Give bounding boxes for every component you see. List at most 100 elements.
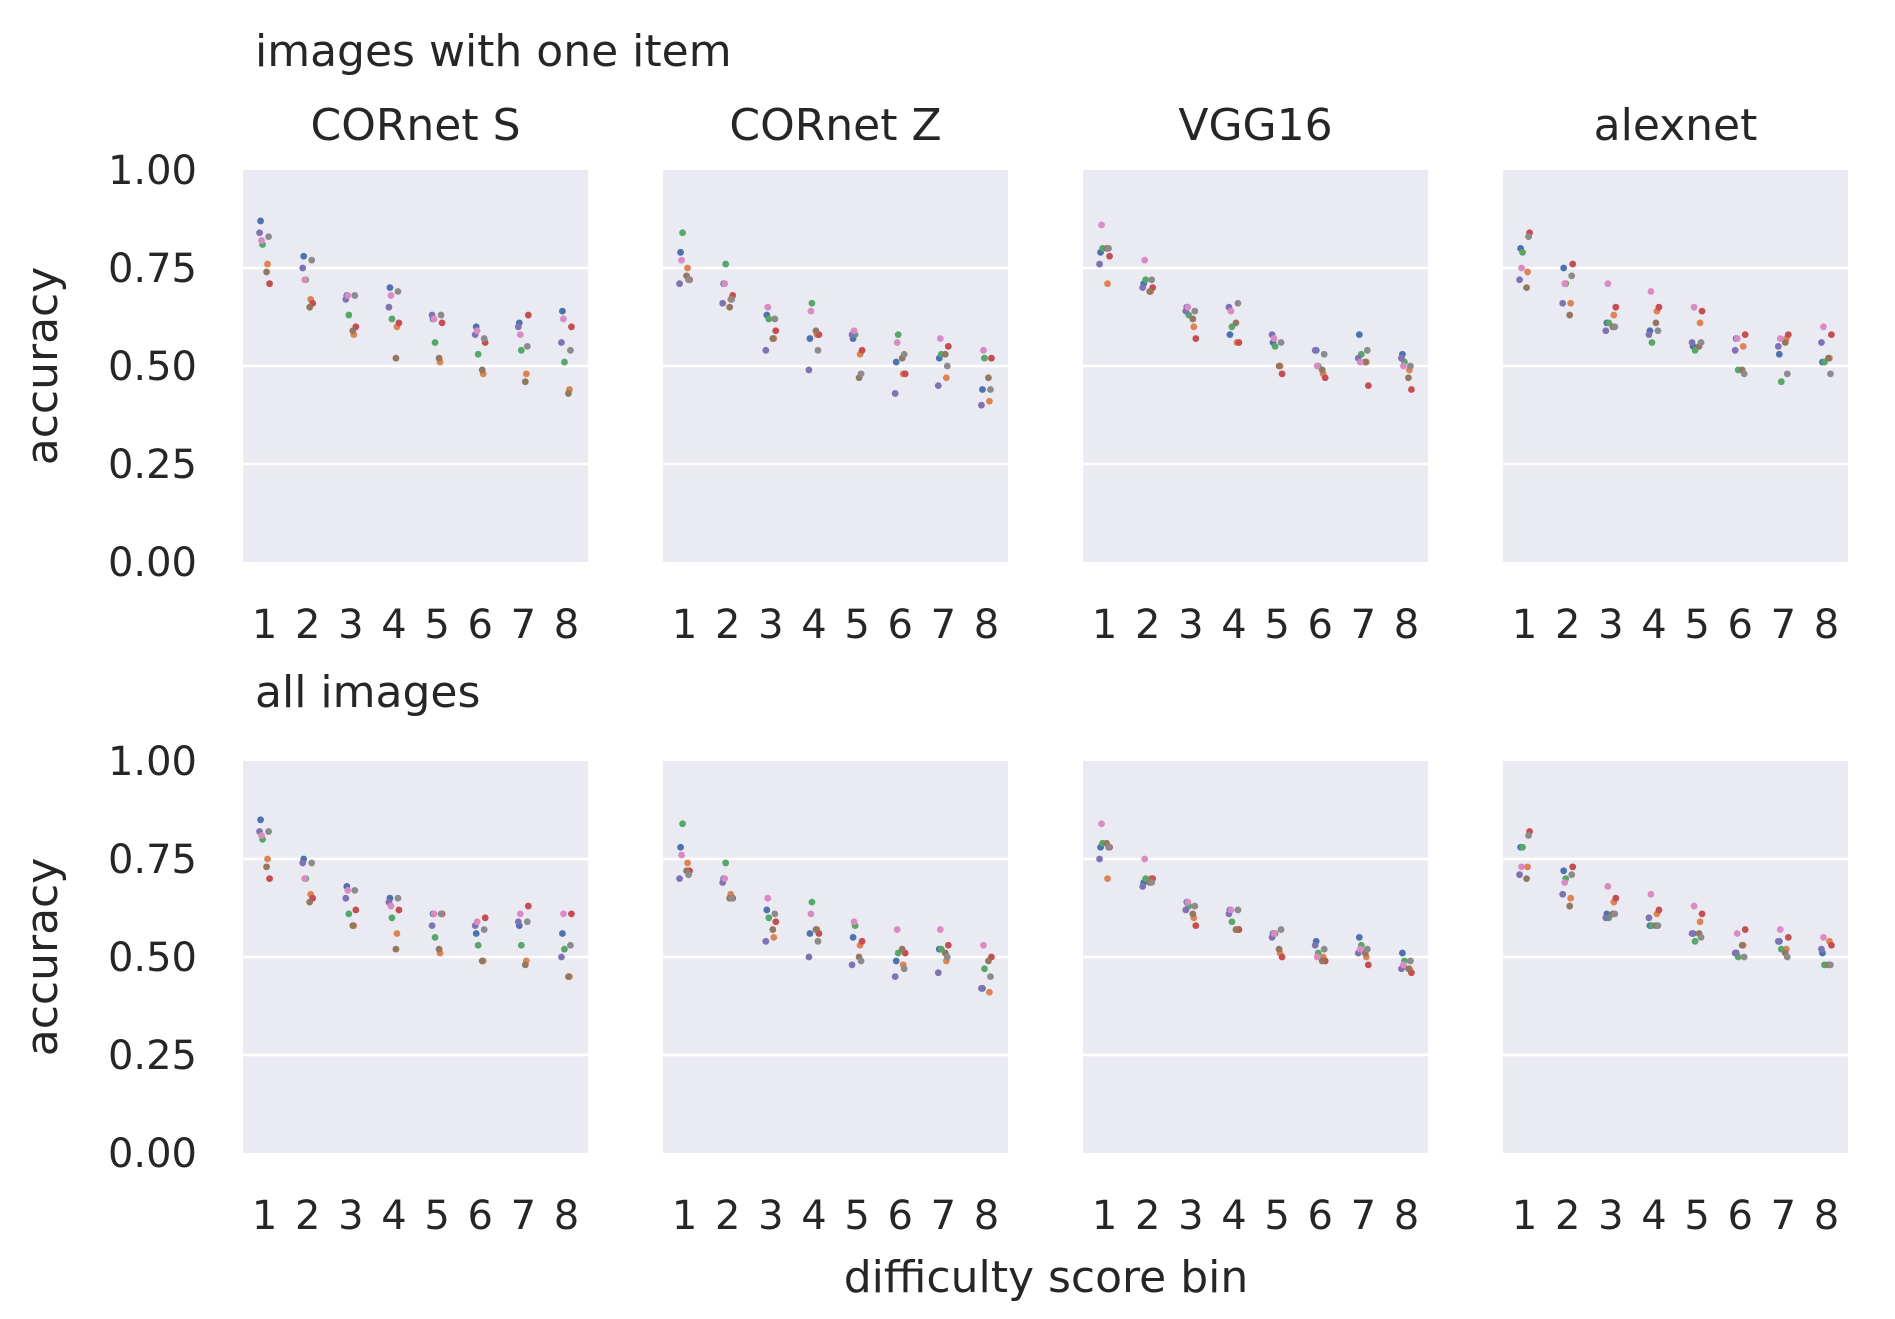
data-point [1602,327,1610,335]
data-point [858,937,866,945]
data-point [986,397,993,405]
panel-4: alexnet 1 2 3 4 5 6 7 8 [1503,100,1848,648]
x-tick-label: 6 [1307,602,1332,648]
x-tick-label: 4 [1641,602,1666,648]
data-point [857,370,865,378]
y-tick-label: 1.00 [108,739,197,785]
data-point [944,343,952,350]
data-point [524,902,532,910]
data-point [981,965,988,973]
y-tick-label: 0.00 [108,1131,197,1177]
data-point [256,229,263,237]
x-tick-label: 8 [554,1193,579,1239]
data-point [481,914,489,922]
x-tick-label: 5 [1684,1193,1709,1239]
data-point [1405,374,1412,382]
data-point [257,217,264,225]
data-point [679,229,686,237]
data-point [1775,350,1783,358]
data-point [722,260,730,268]
x-tick-label: 2 [1135,1193,1160,1239]
data-point [1355,934,1363,941]
data-point [1560,264,1568,272]
data-point [1096,855,1103,863]
data-point [1698,910,1706,918]
data-point [1784,934,1792,941]
x-axis-label: difficulty score bin [844,1252,1249,1303]
x-tick-label: 1 [1512,602,1537,648]
data-point [349,327,357,335]
data-point [1818,339,1825,346]
data-point [1408,386,1415,393]
x-tick-label: 3 [1598,602,1623,648]
data-point [1407,957,1414,965]
data-point [1355,331,1363,339]
data-point [345,910,353,918]
data-point [265,233,272,241]
x-tick-label: 5 [424,602,449,648]
data-point [985,374,992,382]
data-point [1604,280,1612,288]
x-tick-label: 5 [1264,1193,1289,1239]
x-tick-label: 4 [801,602,826,648]
x-tick-label: 5 [844,602,869,648]
data-point [806,930,814,937]
data-point [308,859,316,867]
data-point [1235,339,1243,346]
x-tick-label: 5 [424,1193,449,1239]
data-point [807,910,815,918]
data-point [301,276,309,284]
data-point [387,902,395,910]
data-point [266,280,273,288]
x-tick-label: 2 [715,1193,740,1239]
data-point [1566,311,1574,319]
data-point [1106,252,1113,260]
x-tick-label: 3 [758,602,783,648]
row-title-all-images: all images [255,667,480,718]
data-point [344,292,352,299]
data-point [1182,906,1190,914]
data-point [1313,362,1321,370]
data-point [1321,374,1329,382]
data-point [1189,910,1197,918]
data-point [771,315,779,323]
panel-title: VGG16 [1178,100,1332,151]
x-tick-label: 8 [974,1193,999,1239]
data-point [1610,311,1618,319]
data-point [1518,264,1525,272]
data-point [560,910,567,918]
data-point [943,362,951,370]
data-point [1739,343,1747,350]
data-point [559,307,566,315]
data-point [431,934,439,941]
x-tick-label: 7 [1771,1193,1796,1239]
x-tick-label: 1 [1092,1193,1117,1239]
x-tick-label: 3 [338,602,363,648]
data-point [438,319,446,327]
data-point [1611,910,1619,918]
data-point [257,816,264,824]
data-point [986,988,993,996]
x-tick-label: 1 [252,602,277,648]
x-tick-label: 5 [1264,602,1289,648]
x-tick-label: 6 [1307,1193,1332,1239]
data-point [1568,871,1576,879]
data-point [1690,303,1698,311]
data-point [1559,299,1567,307]
panel-2: CORnet Z 1 2 3 4 5 6 7 8 [663,100,1008,648]
data-point [1696,319,1704,327]
data-point [1559,890,1567,898]
data-point [567,346,574,354]
data-point [1647,288,1655,295]
data-point [1654,922,1662,930]
y-tick-label: 0.75 [108,837,197,883]
data-point [721,875,729,882]
data-point [684,264,691,272]
panel-title: CORnet S [310,100,520,151]
data-point [386,284,394,291]
data-point [1364,382,1372,389]
x-tick-label: 6 [1727,1193,1752,1239]
data-point [1320,350,1328,358]
data-point [1400,961,1407,969]
